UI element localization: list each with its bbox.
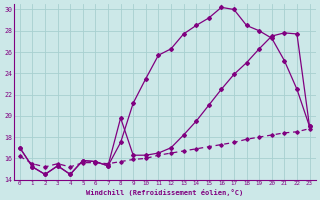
X-axis label: Windchill (Refroidissement éolien,°C): Windchill (Refroidissement éolien,°C)	[86, 189, 243, 196]
